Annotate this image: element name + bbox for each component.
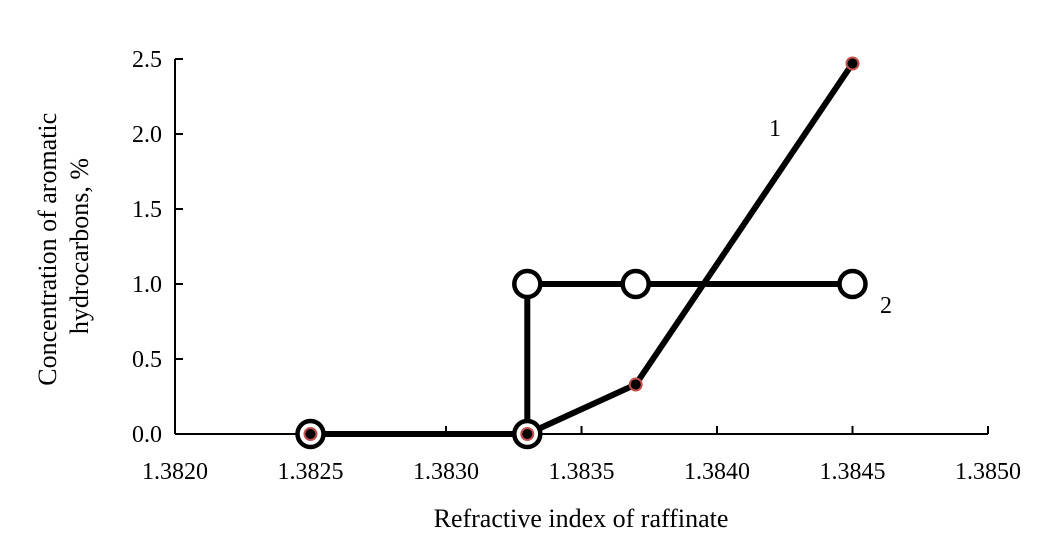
labels: Refractive index of raffinate Concentrat… bbox=[33, 106, 892, 533]
series-1-label: 1 bbox=[769, 116, 781, 142]
series-2-label: 2 bbox=[880, 293, 892, 319]
y-tick-label: 0.5 bbox=[132, 347, 162, 373]
y-tick-label: 1.0 bbox=[132, 272, 162, 298]
y-axis-title-line-2: hydrocarbons, % bbox=[65, 158, 94, 334]
y-axis-title-line-1: Concentration of aromatic bbox=[33, 113, 62, 386]
y-tick-label: 1.5 bbox=[132, 197, 162, 223]
series-1-point-marker bbox=[845, 56, 860, 71]
x-ticks: 1.3820 1.3825 1.3830 1.3835 1.3840 1.3845 1.38… bbox=[142, 426, 1021, 485]
x-tick-label: 1.3850 bbox=[955, 459, 1021, 485]
series-2-point-marker bbox=[837, 268, 868, 300]
x-axis-title: Refractive index of raffinate bbox=[434, 504, 729, 533]
series-markers bbox=[295, 56, 868, 450]
y-tick-label: 0.0 bbox=[132, 422, 162, 448]
series-2-point-marker bbox=[512, 268, 543, 300]
x-tick-label: 1.3820 bbox=[142, 459, 208, 485]
x-tick-label: 1.3835 bbox=[549, 459, 615, 485]
x-tick-label: 1.3830 bbox=[413, 459, 479, 485]
series-2-point-marker bbox=[620, 268, 651, 300]
y-axis-title: Concentration of aromatic hydrocarbons, … bbox=[33, 106, 94, 385]
y-ticks: 0.0 0.5 1.0 1.5 2.0 2.5 bbox=[132, 47, 183, 448]
y-tick-label: 2.0 bbox=[132, 122, 162, 148]
series-1-point-marker bbox=[303, 427, 318, 441]
x-tick-label: 1.3825 bbox=[278, 459, 344, 485]
series-1-point-marker bbox=[628, 377, 643, 392]
axes bbox=[174, 59, 988, 435]
x-tick-label: 1.3840 bbox=[684, 459, 750, 485]
x-tick-label: 1.3845 bbox=[820, 459, 886, 485]
series-1-point-marker bbox=[520, 427, 535, 441]
y-tick-label: 2.5 bbox=[132, 47, 162, 73]
